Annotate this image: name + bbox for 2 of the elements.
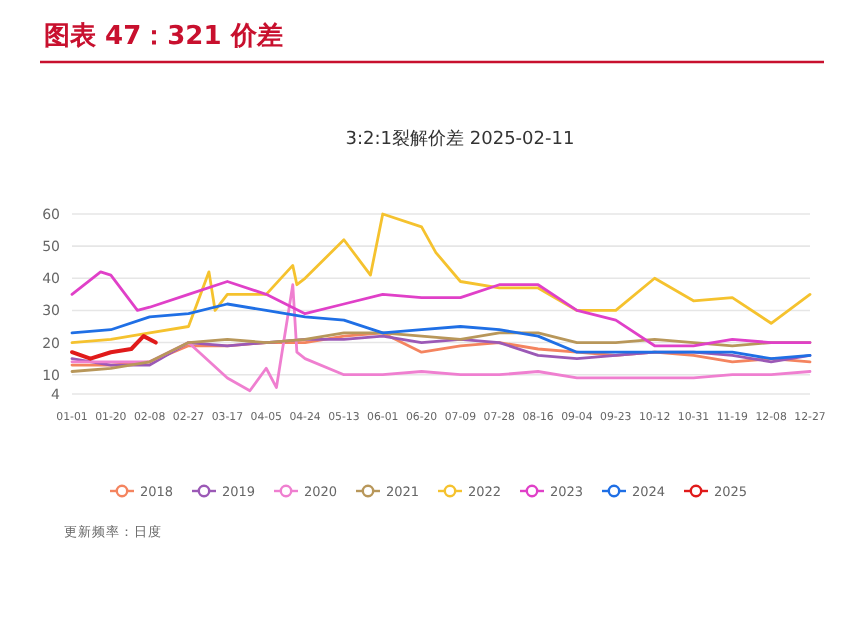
chart-subtitle: 3:2:1裂解价差 2025-02-11 bbox=[345, 128, 575, 150]
chart-title: 图表 47：321 价差 bbox=[44, 22, 283, 52]
